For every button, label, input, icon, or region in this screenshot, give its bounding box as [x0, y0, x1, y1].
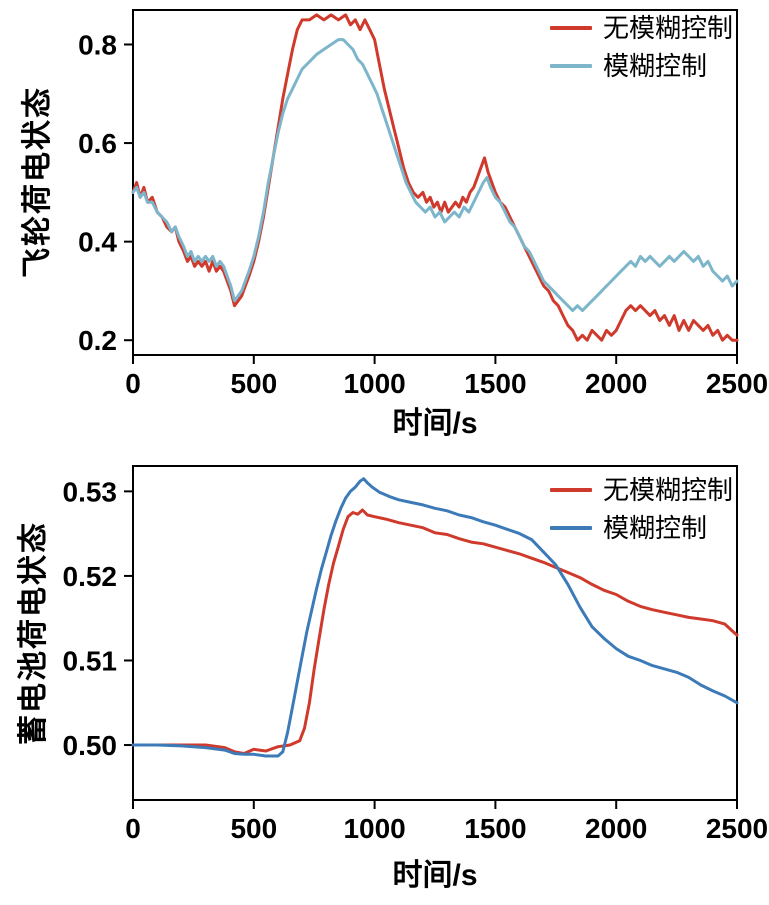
legend-line-swatch [549, 525, 592, 530]
legend: 无模糊控制 模糊控制 [549, 475, 733, 543]
legend-label: 无模糊控制 [602, 475, 733, 505]
series-line-1 [131, 477, 739, 758]
series [131, 13, 739, 342]
x-tick-label: 1500 [464, 813, 526, 844]
legend-line-swatch [549, 26, 592, 31]
legend-line-swatch [549, 63, 592, 68]
x-axis-label: 时间/s [392, 407, 478, 440]
series-line-1 [131, 38, 739, 313]
legend: 无模糊控制 模糊控制 [549, 13, 733, 81]
series-line-0 [131, 13, 739, 342]
x-tick-label: 2500 [706, 368, 768, 399]
x-tick-label: 1000 [343, 813, 405, 844]
legend-label: 模糊控制 [602, 512, 707, 543]
y-tick-label: 0.8 [78, 30, 117, 61]
axes: 0 500 1000 1500 2000 2500 0.2 0.4 0.6 0.8 [78, 9, 768, 399]
x-tick-label: 500 [230, 368, 277, 399]
axes: 0 500 1000 1500 2000 2500 0.50 0.51 0.52 0.53 [63, 465, 768, 844]
x-tick-label: 500 [230, 813, 277, 844]
y-tick-label: 0.51 [63, 645, 118, 676]
plot-frame [132, 9, 738, 356]
plot-frame [132, 465, 738, 801]
x-tick-label: 0 [125, 813, 141, 844]
y-tick-label: 0.50 [63, 730, 118, 761]
y-tick-label: 0.6 [78, 128, 117, 159]
series [131, 477, 739, 758]
legend-label: 无模糊控制 [602, 13, 733, 43]
chart-battery-soc: 0 500 1000 1500 2000 2500 0.50 0.51 0.52 0.53 蓄电池… [0, 452, 769, 905]
series-line-0 [131, 508, 739, 755]
legend-item: 无模糊控制 [549, 13, 733, 43]
y-tick-label: 0.4 [78, 227, 117, 258]
x-axis-label: 时间/s [392, 859, 478, 892]
legend-item: 无模糊控制 [549, 475, 733, 505]
legend-label: 模糊控制 [602, 50, 707, 81]
x-tick-label: 2000 [585, 368, 647, 399]
x-tick-label: 1000 [343, 368, 405, 399]
legend-item: 模糊控制 [549, 50, 733, 81]
y-tick-label: 0.52 [63, 561, 118, 592]
y-tick-label: 0.2 [78, 325, 117, 356]
x-tick-label: 0 [125, 368, 141, 399]
y-tick-label: 0.53 [63, 476, 118, 507]
battery-soc-plot: 0 500 1000 1500 2000 2500 0.50 0.51 0.52 0.53 [63, 465, 768, 844]
x-tick-label: 2000 [585, 813, 647, 844]
x-tick-label: 2500 [706, 813, 768, 844]
flywheel-soc-plot: 0 500 1000 1500 2000 2500 0.2 0.4 0.6 0.8 [78, 9, 768, 399]
x-tick-label: 1500 [464, 368, 526, 399]
legend-line-swatch [549, 488, 592, 493]
chart-flywheel-soc: 0 500 1000 1500 2000 2500 0.2 0.4 0.6 0.8 飞轮荷电状态 … [0, 0, 769, 452]
y-axis-label: 蓄电池荷电状态 [17, 521, 50, 745]
legend-item: 模糊控制 [549, 512, 733, 543]
y-axis-label: 飞轮荷电状态 [21, 86, 54, 278]
